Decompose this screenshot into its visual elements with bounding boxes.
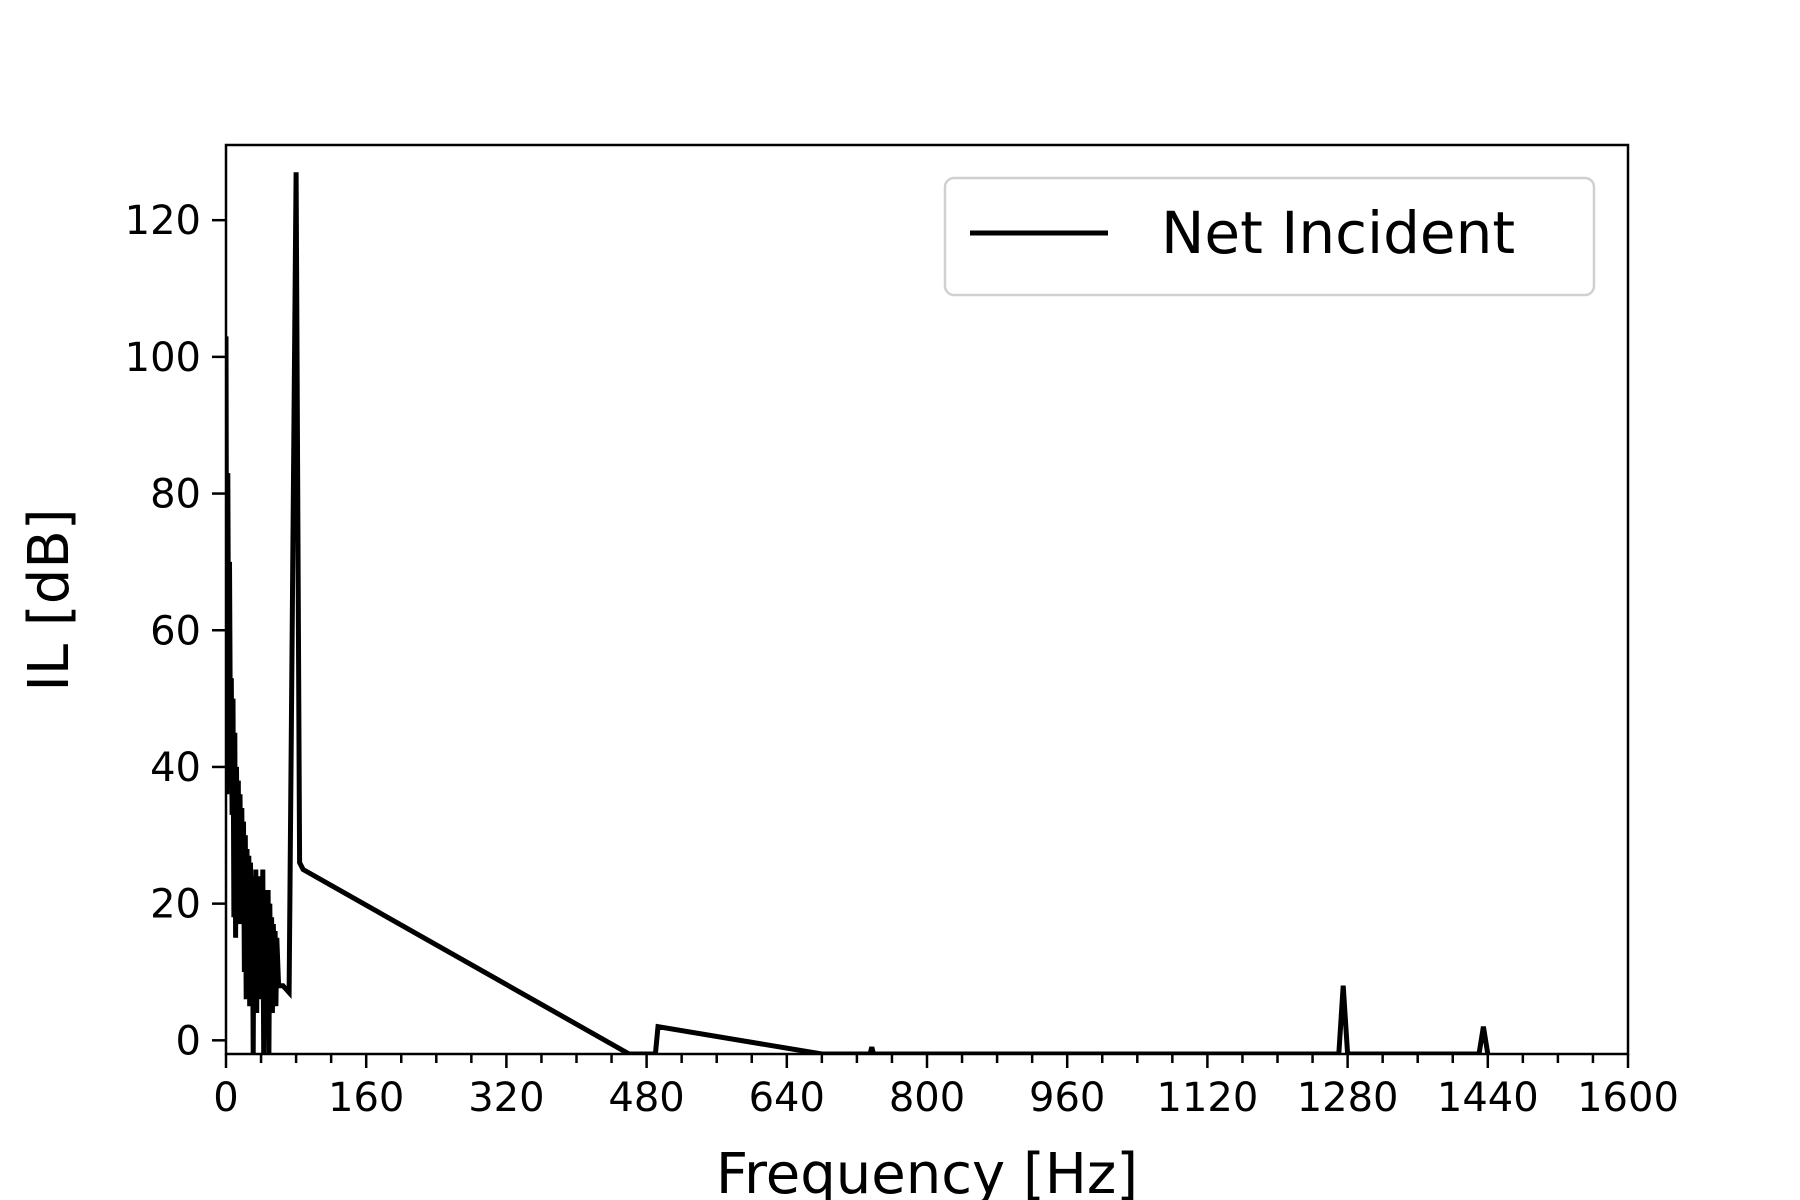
x-tick-label: 640 xyxy=(749,1075,825,1121)
x-tick-label: 960 xyxy=(1029,1075,1105,1121)
x-axis: 0 160 320 480 640 800 960 1120 1280 1440 1600 xyxy=(213,1054,1679,1121)
x-axis-title: Frequency [Hz] xyxy=(716,1142,1138,1200)
y-tick-label: 80 xyxy=(150,472,201,518)
x-tick-label: 1440 xyxy=(1437,1075,1539,1121)
y-tick-label: 40 xyxy=(150,745,201,791)
x-tick-label: 800 xyxy=(889,1075,965,1121)
legend-label: Net Incident xyxy=(1161,199,1515,267)
y-axis: 0 20 40 60 80 100 120 xyxy=(125,198,226,1064)
x-tick-label: 480 xyxy=(608,1075,684,1121)
y-axis-title: IL [dB] xyxy=(17,508,82,691)
y-tick-label: 20 xyxy=(150,882,201,928)
y-tick-label: 0 xyxy=(176,1018,201,1064)
x-tick-label: 1280 xyxy=(1297,1075,1399,1121)
y-tick-label: 120 xyxy=(125,198,201,244)
x-tick-label: 320 xyxy=(468,1075,544,1121)
x-tick-label: 1120 xyxy=(1157,1075,1259,1121)
x-tick-label: 0 xyxy=(213,1075,238,1121)
x-tick-label: 160 xyxy=(328,1075,404,1121)
legend-box xyxy=(943,176,1596,297)
legend: Net Incident xyxy=(943,176,1596,297)
x-tick-label: 1600 xyxy=(1577,1075,1679,1121)
y-tick-label: 100 xyxy=(125,335,201,381)
series-layer xyxy=(226,172,1491,1054)
series-line-0 xyxy=(226,172,1491,1054)
y-tick-label: 60 xyxy=(150,608,201,654)
